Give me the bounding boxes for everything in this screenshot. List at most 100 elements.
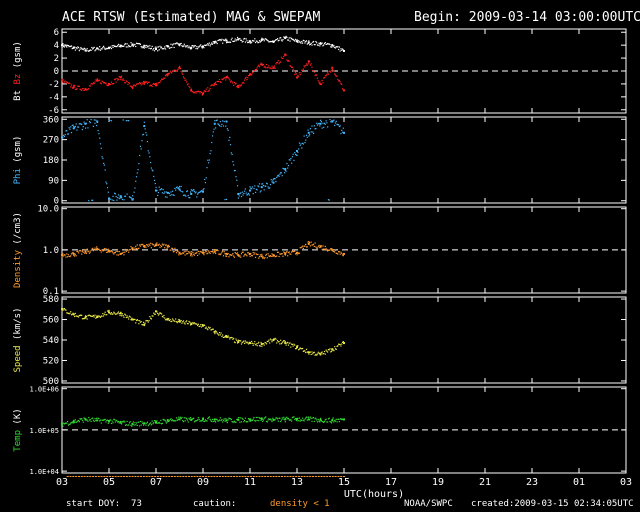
sample-point-phi xyxy=(271,181,273,183)
sample-point-bz xyxy=(209,88,211,90)
sample-point-bt xyxy=(158,49,160,51)
sample-point-bz xyxy=(230,80,232,82)
sample-point-temp xyxy=(108,421,110,423)
sample-point-bt xyxy=(97,48,99,50)
sample-point-bt xyxy=(294,40,296,42)
sample-point-phi xyxy=(226,128,228,130)
sample-point-bt xyxy=(219,39,221,41)
sample-point-bt xyxy=(157,50,159,52)
sample-point-bz xyxy=(198,90,200,93)
sample-point-bt xyxy=(95,47,98,49)
sample-point-density xyxy=(215,249,218,252)
caution-mark xyxy=(283,476,286,477)
caution-mark xyxy=(255,476,258,477)
sample-point-bt xyxy=(100,48,102,50)
sample-point-speed xyxy=(103,313,105,315)
sample-point-density xyxy=(308,240,310,243)
sample-point-phi xyxy=(280,172,282,174)
xtick-label: 01 xyxy=(573,477,585,488)
sample-point-phi xyxy=(320,121,322,123)
sample-point-temp xyxy=(303,420,305,422)
sample-point-bz xyxy=(110,83,112,86)
sample-point-temp xyxy=(87,420,89,422)
sample-point-bz xyxy=(165,74,167,76)
sample-point-temp xyxy=(272,417,274,419)
sample-point-bz xyxy=(227,76,229,79)
sample-point-phi xyxy=(188,197,190,199)
sample-point-bt xyxy=(202,46,204,48)
sample-point-temp xyxy=(244,417,246,419)
data-point-speed xyxy=(143,323,146,326)
sample-point-bz xyxy=(69,82,71,85)
caution-mark xyxy=(204,476,207,477)
sample-point-bz xyxy=(147,81,149,83)
sample-point-bt xyxy=(189,48,192,50)
sample-point-phi xyxy=(117,194,120,196)
sample-point-temp xyxy=(221,418,223,421)
sample-point-speed xyxy=(195,323,197,325)
sample-point-phi xyxy=(253,187,255,190)
sample-point-bt xyxy=(258,40,261,42)
sample-point-density xyxy=(327,249,330,251)
sample-point-density xyxy=(194,252,196,254)
sample-point-bt xyxy=(212,41,214,43)
sample-point-bz xyxy=(63,79,65,81)
sample-point-temp xyxy=(229,418,232,420)
sample-point-phi xyxy=(124,195,126,197)
sample-point-speed xyxy=(145,320,147,322)
sample-point-speed xyxy=(131,317,133,319)
sample-point-bt xyxy=(184,45,186,47)
sample-point-speed xyxy=(218,331,221,334)
sample-point-temp xyxy=(292,416,294,418)
sample-point-temp xyxy=(305,416,308,418)
sample-point-temp xyxy=(240,417,242,419)
sample-point-phi xyxy=(262,183,264,185)
sample-point-bz xyxy=(311,66,313,68)
sample-point-density xyxy=(210,250,212,253)
sample-point-phi xyxy=(71,124,73,127)
sample-point-density xyxy=(121,252,124,254)
sample-point-bz xyxy=(273,66,275,68)
sample-point-speed xyxy=(295,347,297,350)
sample-point-temp xyxy=(191,418,193,420)
sample-point-bz xyxy=(212,84,214,86)
sample-point-speed xyxy=(333,350,335,352)
caution-mark xyxy=(154,476,157,477)
sample-point-density xyxy=(307,241,309,243)
sample-point-density xyxy=(121,252,123,254)
sample-point-bz xyxy=(262,64,264,66)
sample-point-bz xyxy=(238,85,240,87)
sample-point-temp xyxy=(121,423,123,425)
sample-point-bt xyxy=(263,40,265,42)
sample-point-bz xyxy=(107,84,109,87)
sample-point-density xyxy=(162,244,164,246)
sample-point-temp xyxy=(200,420,202,422)
caution-mark xyxy=(193,476,196,477)
sample-point-density xyxy=(292,250,294,253)
sample-point-density xyxy=(309,245,312,247)
sample-point-speed xyxy=(166,317,168,320)
sample-point-bz xyxy=(264,65,266,67)
sample-point-density xyxy=(190,251,192,253)
sample-point-density xyxy=(280,253,283,255)
sample-point-speed xyxy=(66,312,69,314)
data-point-bz xyxy=(178,66,181,69)
sample-point-bt xyxy=(281,40,283,42)
sample-point-bt xyxy=(204,44,206,46)
sample-point-temp xyxy=(90,420,92,423)
sample-point-bt xyxy=(315,40,317,43)
sample-point-bt xyxy=(235,40,237,42)
sample-point-phi xyxy=(252,193,254,195)
sample-point-temp xyxy=(63,422,65,424)
sample-point-bz xyxy=(182,73,184,75)
sample-point-temp xyxy=(334,419,336,421)
sample-point-density xyxy=(62,253,64,255)
sample-point-density xyxy=(280,253,282,255)
ytick-label-phi: 0 xyxy=(54,197,59,207)
sample-point-phi xyxy=(220,125,222,127)
sample-point-speed xyxy=(231,337,233,339)
sample-point-speed xyxy=(63,307,66,310)
sample-point-bt xyxy=(169,47,171,49)
series-bt xyxy=(61,35,345,52)
sample-point-temp xyxy=(175,417,178,419)
